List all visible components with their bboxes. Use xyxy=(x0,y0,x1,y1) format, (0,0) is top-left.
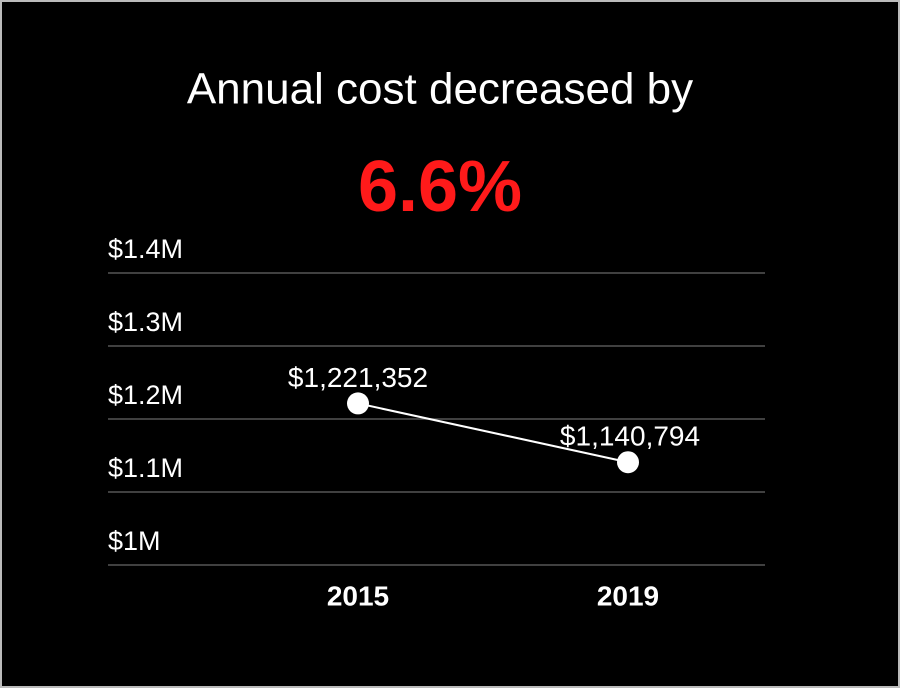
point xyxy=(347,392,369,415)
x-tick-label: 2015 xyxy=(327,580,389,611)
y-tick-label: $1.2M xyxy=(108,380,183,410)
x-tick-label: 2019 xyxy=(597,580,659,611)
data-label: $1,140,794 xyxy=(560,421,700,452)
point xyxy=(617,451,639,474)
chart-subtitle: 6.6% xyxy=(358,147,522,227)
y-tick-label: $1.1M xyxy=(108,453,183,483)
y-tick-label: $1.4M xyxy=(108,234,183,264)
y-tick-label: $1.3M xyxy=(108,307,183,337)
line xyxy=(357,402,629,464)
data-label: $1,221,352 xyxy=(288,362,428,393)
chart-title: Annual cost decreased by xyxy=(187,65,693,114)
y-tick-label: $1M xyxy=(108,526,161,556)
